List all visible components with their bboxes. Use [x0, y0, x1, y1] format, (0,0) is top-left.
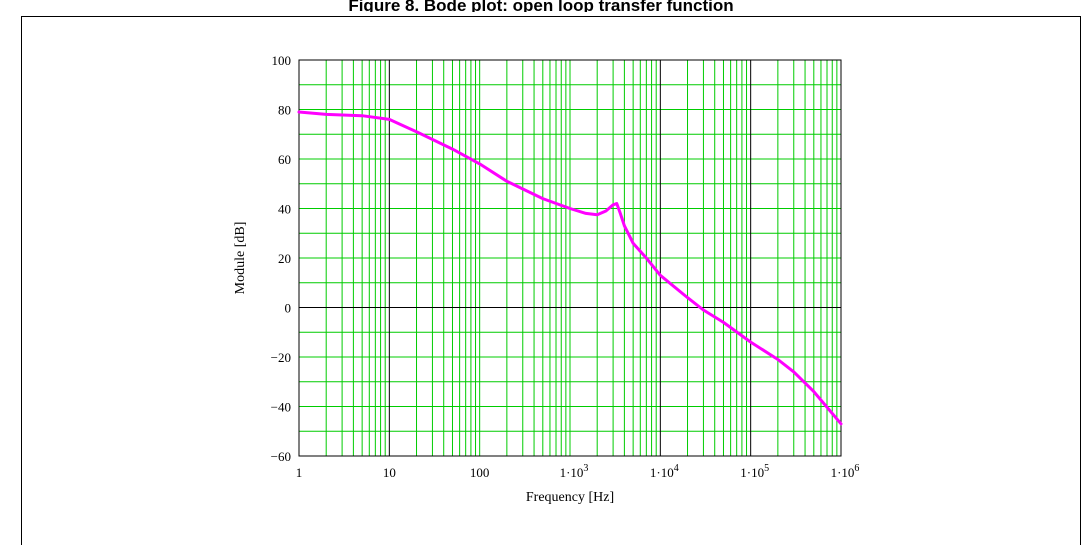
y-axis-label: Module [dB]	[233, 222, 248, 295]
y-tick-label: −60	[271, 449, 291, 464]
plot-area	[298, 59, 842, 457]
y-tick-label: 0	[285, 301, 292, 316]
y-tick-label: 20	[278, 251, 291, 266]
x-tick-label: 1·106	[831, 463, 860, 480]
x-tick-label: 10	[383, 465, 396, 480]
x-axis-label: Frequency [Hz]	[526, 490, 614, 505]
x-tick-label: 1·105	[740, 463, 769, 480]
x-tick-label: 100	[470, 465, 490, 480]
y-tick-label: 60	[278, 152, 291, 167]
y-tick-label: −40	[271, 400, 291, 415]
x-tick-label: 1	[296, 465, 303, 480]
y-tick-label: −20	[271, 350, 291, 365]
figure-frame	[21, 16, 1081, 545]
y-tick-label: 40	[278, 202, 291, 217]
y-tick-label: 80	[278, 103, 291, 118]
series-line	[297, 110, 843, 426]
y-tick-label: 100	[272, 53, 292, 68]
figure-title: Figure 8. Bode plot: open loop transfer …	[348, 0, 734, 12]
x-tick-label: 1·103	[560, 463, 589, 480]
x-tick-label: 1·104	[650, 463, 679, 480]
